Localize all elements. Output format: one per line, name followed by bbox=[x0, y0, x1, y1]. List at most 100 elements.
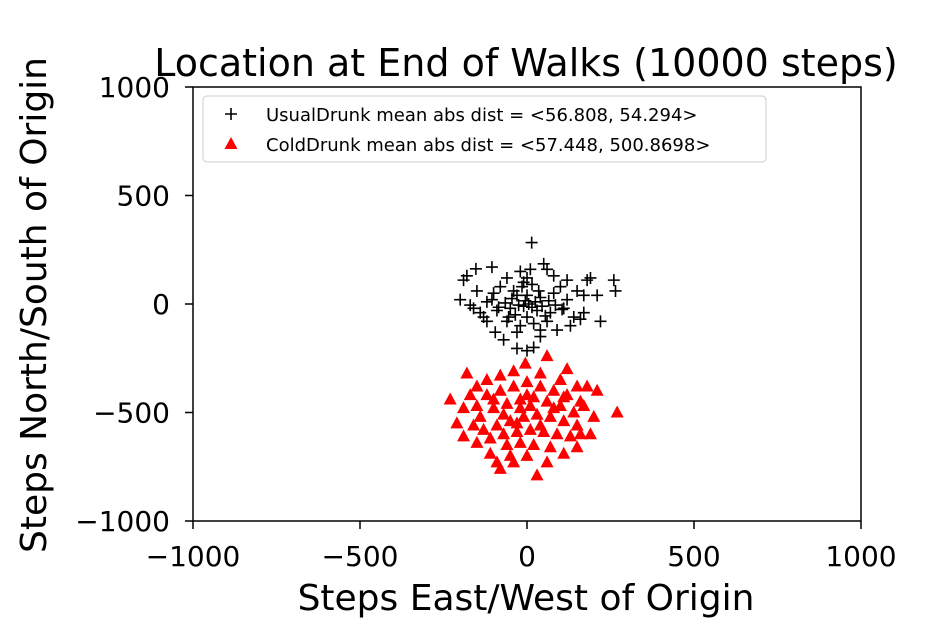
usual-drunk-point bbox=[521, 289, 533, 302]
cold-drunk-point bbox=[523, 422, 537, 435]
cold-drunk-point bbox=[533, 418, 547, 431]
usual-drunk-point bbox=[517, 300, 530, 313]
usual-drunk-point bbox=[521, 344, 533, 357]
cold-drunk-point bbox=[583, 427, 597, 440]
y-tick-label: 0 bbox=[152, 288, 170, 321]
usual-drunk-point bbox=[591, 289, 604, 302]
usual-drunk-point bbox=[522, 298, 535, 310]
usual-drunk-point bbox=[490, 304, 503, 317]
x-tick-label: 0 bbox=[518, 540, 536, 573]
usual-drunk-point bbox=[594, 315, 607, 328]
cold-drunk-point bbox=[577, 398, 591, 411]
cold-drunk-point bbox=[507, 379, 521, 392]
usual-drunk-point bbox=[551, 324, 564, 337]
cold-drunk-point bbox=[487, 401, 501, 414]
usual-drunk-point bbox=[529, 295, 542, 308]
usual-drunk-point bbox=[489, 326, 502, 339]
cold-drunk-point bbox=[530, 468, 544, 481]
cold-drunk-point bbox=[463, 388, 477, 401]
usual-drunk-point bbox=[554, 280, 567, 293]
usual-drunk-point bbox=[464, 299, 477, 312]
usual-drunk-point bbox=[539, 309, 552, 322]
axis-ticks: −1000 −500 0 500 1000 −1000 −500 0 500 1000 bbox=[75, 71, 896, 573]
usual-drunk-point bbox=[525, 236, 538, 249]
usual-drunk-point bbox=[502, 311, 515, 324]
usual-drunk-point bbox=[494, 280, 507, 293]
usual-drunk-point bbox=[457, 274, 470, 287]
cold-drunk-point bbox=[497, 407, 511, 420]
cold-drunk-point bbox=[587, 409, 601, 422]
usual-drunk-point bbox=[564, 319, 577, 332]
cold-drunk-point bbox=[443, 392, 457, 405]
usual-drunk-point bbox=[609, 284, 622, 297]
legend-box bbox=[202, 95, 767, 163]
cold-drunk-point bbox=[490, 418, 504, 431]
usual-drunk-point bbox=[534, 324, 547, 337]
usual-drunk-point bbox=[497, 333, 510, 346]
cold-drunk-point bbox=[557, 390, 571, 403]
usual-drunk-point bbox=[547, 287, 560, 300]
cold-drunk-point bbox=[517, 409, 531, 422]
cold-drunk-point bbox=[473, 409, 487, 422]
usual-drunk-point bbox=[541, 263, 554, 276]
cold-drunk-point bbox=[580, 379, 594, 392]
usual-drunk-point bbox=[584, 271, 597, 284]
usual-drunk-point bbox=[485, 293, 498, 306]
cold-drunk-point bbox=[533, 379, 547, 392]
cold-drunk-point bbox=[530, 407, 544, 420]
usual-drunk-point bbox=[542, 294, 555, 307]
cold-drunk-point bbox=[477, 422, 491, 435]
cold-drunk-point bbox=[570, 440, 584, 453]
usual-drunk-point bbox=[487, 287, 500, 300]
cold-drunk-point bbox=[547, 383, 561, 396]
usual-drunk-point bbox=[526, 278, 539, 291]
y-axis-label: Steps North/South of Origin bbox=[14, 57, 55, 553]
usual-drunk-point bbox=[561, 293, 574, 306]
cold-drunk-point bbox=[480, 388, 494, 401]
cold-drunk-point bbox=[513, 435, 527, 448]
legend-entry-label: UsualDrunk mean abs dist = <56.808, 54.2… bbox=[266, 105, 698, 126]
usual-drunk-point bbox=[547, 269, 560, 282]
cold-drunk-point bbox=[543, 440, 557, 453]
usual-drunk-point bbox=[510, 326, 523, 339]
usual-drunk-point bbox=[567, 311, 580, 324]
cold-drunk-point bbox=[533, 366, 547, 379]
cold-drunk-point bbox=[470, 398, 484, 411]
usual-drunk-point bbox=[577, 289, 590, 302]
cold-drunk-point bbox=[467, 418, 481, 431]
cold-drunk-point bbox=[540, 349, 554, 362]
usual-drunk-point bbox=[571, 284, 584, 297]
cold-drunk-point bbox=[520, 375, 534, 388]
cold-drunk-point bbox=[573, 427, 587, 440]
usual-drunk-point bbox=[492, 301, 505, 314]
usual-drunk-point bbox=[467, 302, 480, 315]
cold-drunk-point bbox=[560, 362, 574, 375]
cold-drunk-point bbox=[557, 446, 571, 459]
cold-drunk-point bbox=[520, 448, 534, 461]
usual-drunk-point bbox=[454, 293, 467, 306]
cold-drunk-point bbox=[553, 372, 567, 385]
usual-drunk-point bbox=[526, 301, 539, 314]
cold-drunk-point bbox=[590, 383, 604, 396]
usual-drunk-point bbox=[521, 311, 533, 324]
usual-drunk-point bbox=[500, 271, 513, 284]
cold-drunk-point bbox=[507, 455, 521, 468]
usual-drunk-point bbox=[541, 315, 554, 328]
usual-drunk-point bbox=[480, 295, 493, 308]
cold-drunk-point bbox=[513, 401, 527, 414]
cold-drunk-point bbox=[510, 425, 524, 438]
usual-drunk-point bbox=[527, 317, 540, 330]
cold-drunk-point bbox=[493, 461, 507, 474]
usual-drunk-point bbox=[499, 296, 512, 309]
usual-drunk-point bbox=[556, 303, 569, 316]
usual-drunk-point bbox=[524, 263, 537, 276]
usual-drunk-point bbox=[485, 261, 498, 274]
cold-drunk-point bbox=[540, 455, 554, 468]
usual-drunk-point bbox=[514, 319, 527, 332]
x-tick-label: −1000 bbox=[146, 540, 241, 573]
usual-drunk-point bbox=[470, 284, 483, 297]
cold-drunk-point bbox=[500, 396, 514, 409]
usual-drunk-point bbox=[574, 313, 587, 326]
cold-drunk-point bbox=[500, 438, 514, 451]
usual-drunk-point bbox=[505, 292, 518, 305]
